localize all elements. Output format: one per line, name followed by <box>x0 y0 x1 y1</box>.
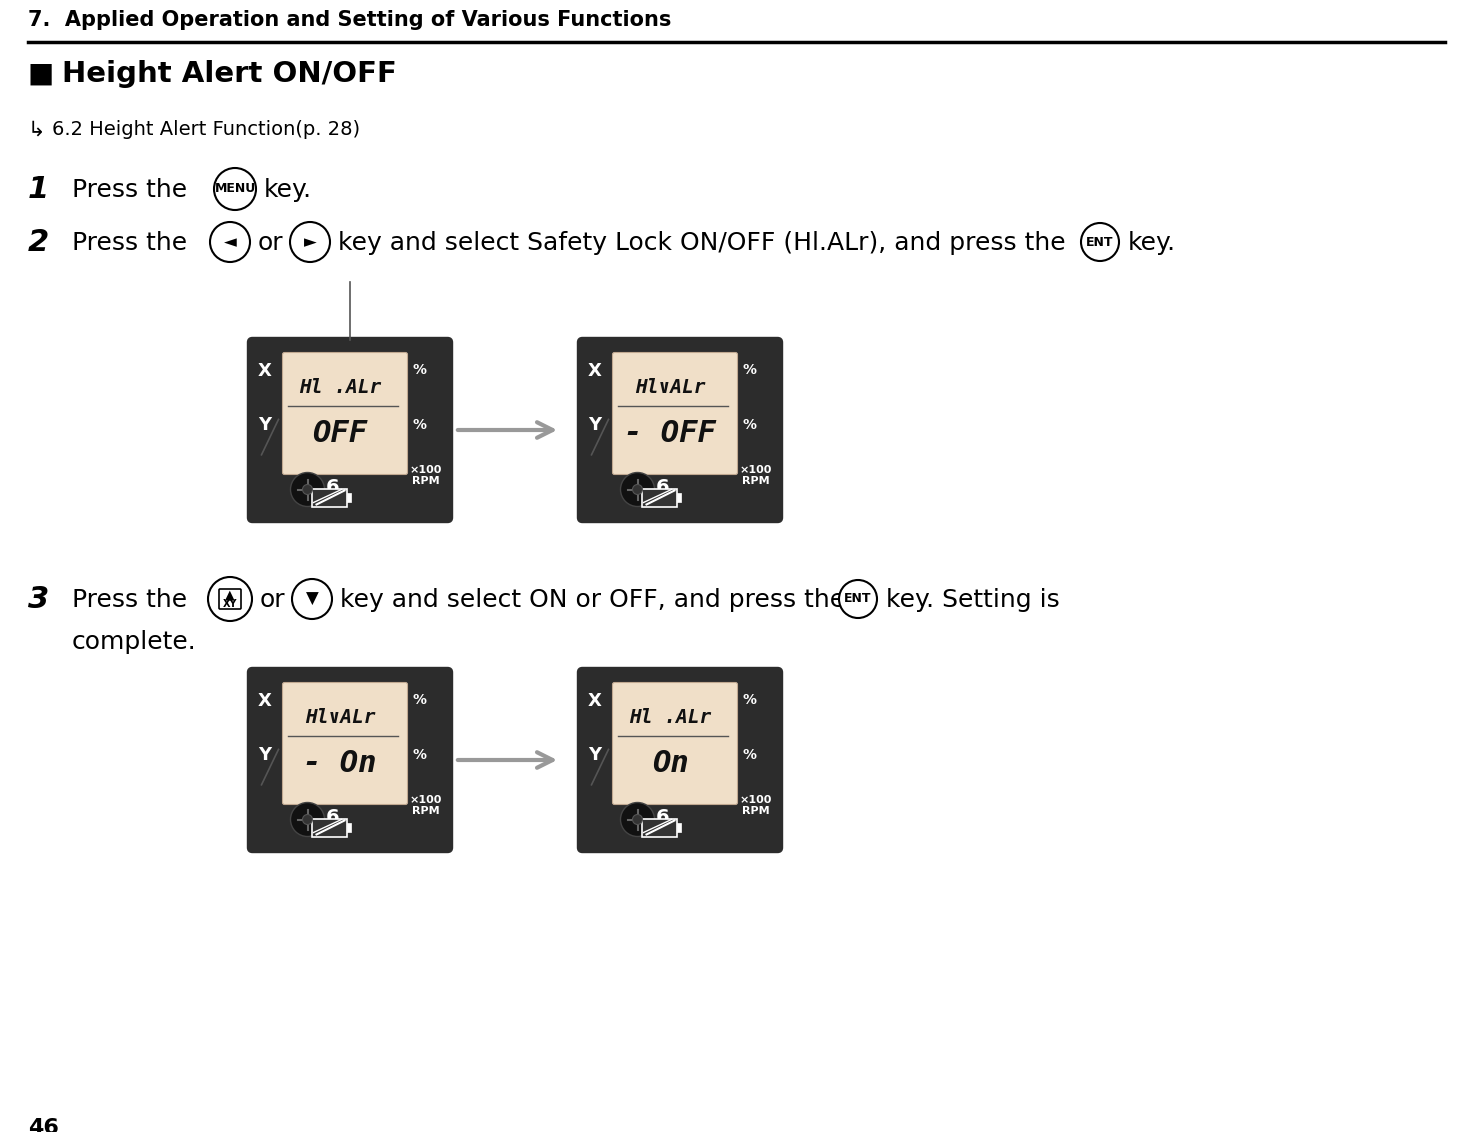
Bar <box>311 489 346 506</box>
Text: Y: Y <box>258 746 271 764</box>
Text: key.: key. <box>1128 231 1175 255</box>
Circle shape <box>1081 223 1119 261</box>
Text: key and select ON or OFF, and press the: key and select ON or OFF, and press the <box>340 588 846 612</box>
Circle shape <box>620 803 654 837</box>
Text: ×100
RPM: ×100 RPM <box>739 795 772 816</box>
Bar <box>642 818 676 837</box>
Text: ↳: ↳ <box>28 120 46 140</box>
FancyBboxPatch shape <box>283 683 408 805</box>
Circle shape <box>214 168 256 211</box>
Text: X: X <box>588 361 601 379</box>
FancyBboxPatch shape <box>247 337 452 523</box>
Text: 1: 1 <box>28 175 49 204</box>
Circle shape <box>208 577 252 621</box>
FancyBboxPatch shape <box>613 683 738 805</box>
Text: Height Alert ON/OFF: Height Alert ON/OFF <box>62 60 396 88</box>
Text: 6: 6 <box>326 808 339 827</box>
Circle shape <box>290 803 324 837</box>
Text: ▲: ▲ <box>225 589 234 601</box>
Text: %: % <box>412 363 427 377</box>
Text: Y: Y <box>588 746 601 764</box>
Circle shape <box>211 222 250 261</box>
Text: key and select Safety Lock ON/OFF (Hl.ALr), and press the: key and select Safety Lock ON/OFF (Hl.AL… <box>337 231 1065 255</box>
Text: OFF: OFF <box>312 419 368 448</box>
Text: %: % <box>412 748 427 762</box>
Text: X: X <box>258 692 271 710</box>
Text: - On: - On <box>303 749 377 778</box>
Text: %: % <box>412 418 427 432</box>
Text: %: % <box>742 418 757 432</box>
Text: %: % <box>742 748 757 762</box>
Text: - OFF: - OFF <box>625 419 716 448</box>
Text: 7.  Applied Operation and Setting of Various Functions: 7. Applied Operation and Setting of Vari… <box>28 10 672 31</box>
Text: ■: ■ <box>28 60 55 88</box>
Text: Hl .ALr: Hl .ALr <box>299 378 382 397</box>
Text: MENU: MENU <box>215 182 256 196</box>
Text: Y: Y <box>258 415 271 434</box>
Text: Hl .ALr: Hl .ALr <box>629 708 711 727</box>
FancyBboxPatch shape <box>247 668 452 852</box>
Text: ENT: ENT <box>1086 235 1114 249</box>
Text: X: X <box>588 692 601 710</box>
Bar <box>642 489 676 506</box>
Circle shape <box>632 815 642 824</box>
Text: 6.2 Height Alert Function(p. 28): 6.2 Height Alert Function(p. 28) <box>52 120 359 139</box>
Circle shape <box>290 472 324 506</box>
Text: %: % <box>742 363 757 377</box>
Text: complete.: complete. <box>72 631 197 654</box>
Bar <box>346 823 351 832</box>
Circle shape <box>292 578 331 619</box>
Text: ▼: ▼ <box>305 590 318 608</box>
Text: 6: 6 <box>655 478 669 497</box>
Circle shape <box>302 484 312 495</box>
Text: On: On <box>651 749 688 778</box>
Text: 6: 6 <box>655 808 669 827</box>
Text: Hl∨ALr: Hl∨ALr <box>305 708 376 727</box>
Bar <box>676 494 681 501</box>
Text: Press the: Press the <box>72 588 187 612</box>
FancyBboxPatch shape <box>577 668 782 852</box>
Text: %: % <box>742 694 757 708</box>
Circle shape <box>290 222 330 261</box>
Bar <box>311 818 346 837</box>
FancyBboxPatch shape <box>613 352 738 474</box>
FancyBboxPatch shape <box>577 337 782 523</box>
FancyBboxPatch shape <box>283 352 408 474</box>
Circle shape <box>302 815 312 824</box>
Circle shape <box>632 484 642 495</box>
Text: X: X <box>258 361 271 379</box>
Text: key.: key. <box>264 178 312 201</box>
Text: ×100
RPM: ×100 RPM <box>409 795 442 816</box>
Text: 46: 46 <box>28 1118 59 1132</box>
Text: or: or <box>258 231 284 255</box>
Text: ×100
RPM: ×100 RPM <box>739 465 772 487</box>
Bar <box>676 823 681 832</box>
Text: ◄: ◄ <box>224 233 236 251</box>
Text: ENT: ENT <box>844 592 872 606</box>
FancyBboxPatch shape <box>219 589 242 609</box>
Text: or: or <box>261 588 286 612</box>
Text: 2: 2 <box>28 228 49 257</box>
Text: key. Setting is: key. Setting is <box>885 588 1059 612</box>
Text: ►: ► <box>303 233 317 251</box>
Text: XY: XY <box>222 599 237 609</box>
Circle shape <box>840 580 876 618</box>
Text: %: % <box>412 694 427 708</box>
Text: 3: 3 <box>28 585 49 614</box>
Text: Press the: Press the <box>72 178 187 201</box>
Text: Press the: Press the <box>72 231 187 255</box>
Text: Hl∨ALr: Hl∨ALr <box>635 378 706 397</box>
Bar <box>346 494 351 501</box>
Text: Y: Y <box>588 415 601 434</box>
Circle shape <box>620 472 654 506</box>
Text: 6: 6 <box>326 478 339 497</box>
Text: ×100
RPM: ×100 RPM <box>409 465 442 487</box>
